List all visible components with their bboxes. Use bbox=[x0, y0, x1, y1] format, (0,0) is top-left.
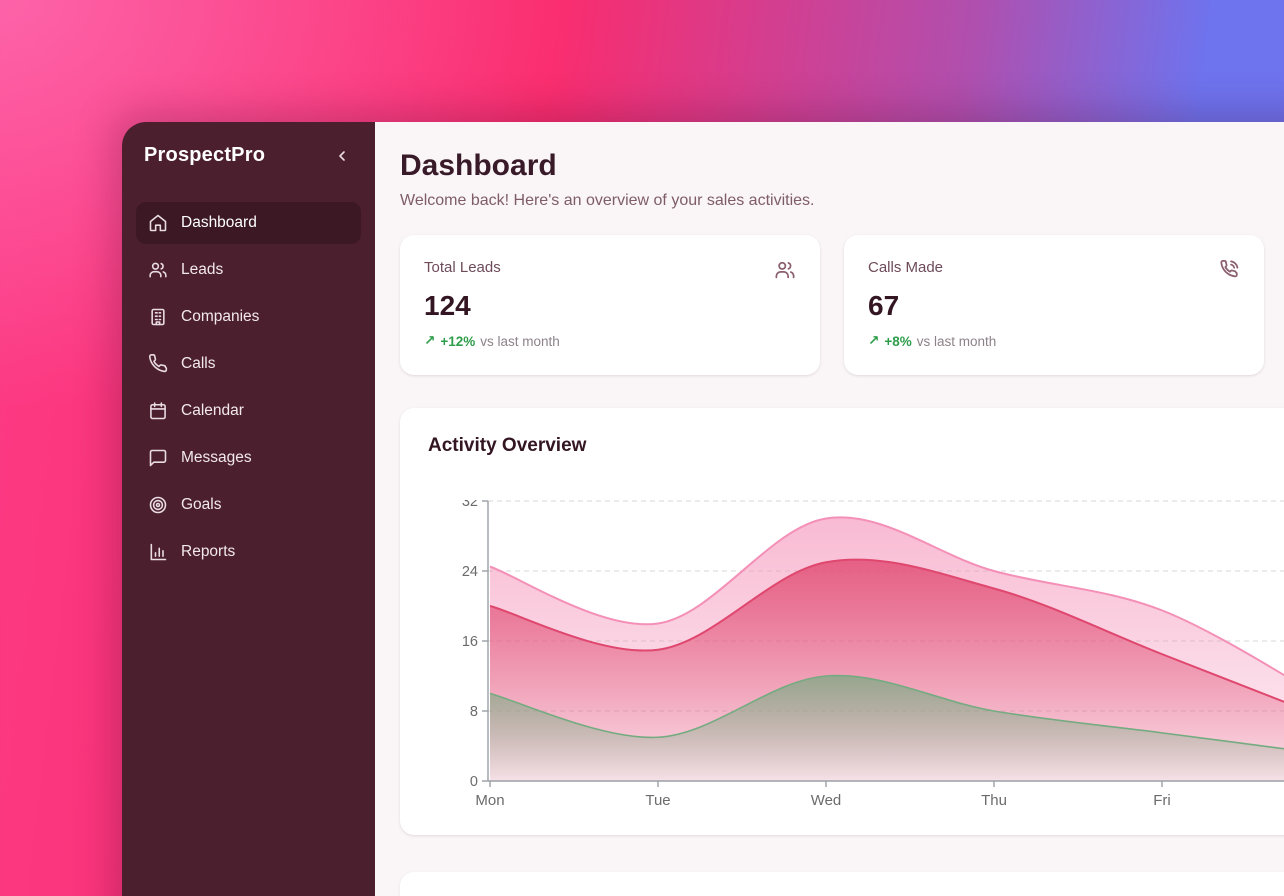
sidebar-item-dashboard[interactable]: Dashboard bbox=[136, 202, 361, 244]
chevron-left-icon bbox=[334, 148, 350, 164]
phone-icon bbox=[148, 354, 168, 374]
trend-up-arrow-icon: ↗ bbox=[424, 333, 436, 348]
sidebar-item-goals[interactable]: Goals bbox=[136, 484, 361, 526]
stat-label: Total Leads bbox=[424, 259, 501, 276]
sidebar-item-label: Calls bbox=[181, 355, 216, 372]
y-axis-label: 8 bbox=[470, 704, 478, 720]
sidebar-item-label: Goals bbox=[181, 496, 222, 513]
sidebar-header: ProspectPro bbox=[136, 144, 361, 167]
sidebar-item-calls[interactable]: Calls bbox=[136, 343, 361, 385]
trend-up-arrow-icon: ↗ bbox=[868, 333, 880, 348]
y-axis-label: 16 bbox=[462, 634, 478, 650]
trend-suffix: vs last month bbox=[916, 333, 997, 349]
sidebar-collapse-button[interactable] bbox=[331, 145, 353, 167]
users-icon bbox=[774, 259, 796, 281]
app-window: ProspectPro Dashboard Leads bbox=[122, 122, 1284, 896]
chart-axes bbox=[482, 500, 1284, 787]
activity-overview-card: Activity Overview 0 8 16 24 32 Mon Tue Wed Thu Fr… bbox=[400, 408, 1284, 835]
sidebar-item-reports[interactable]: Reports bbox=[136, 531, 361, 573]
sidebar-item-label: Reports bbox=[181, 543, 236, 560]
trend-suffix: vs last month bbox=[480, 333, 560, 349]
chart-tick-labels: 08162432MonTueWedThuFriSat bbox=[462, 494, 1171, 809]
sidebar-item-leads[interactable]: Leads bbox=[136, 249, 361, 291]
sidebar-item-label: Calendar bbox=[181, 402, 244, 419]
bottom-card-partial bbox=[400, 872, 1284, 896]
x-axis-label: Thu bbox=[981, 792, 1007, 809]
chart-title: Activity Overview bbox=[428, 435, 587, 456]
area-chart-svg: 08162432MonTueWedThuFriSat bbox=[462, 494, 1284, 809]
app-logo-text: ProspectPro bbox=[144, 144, 266, 166]
x-axis-label: Mon bbox=[475, 792, 504, 809]
stat-card-total-leads: Total Leads 124 ↗ +12% vs last month bbox=[400, 235, 820, 375]
home-icon bbox=[148, 213, 168, 233]
phone-call-icon bbox=[1218, 259, 1240, 281]
chart-area-green-band bbox=[489, 674, 1284, 781]
building-icon bbox=[148, 307, 168, 327]
stat-trend: ↗ +12% vs last month bbox=[424, 333, 796, 349]
target-icon bbox=[148, 495, 168, 515]
trend-value: +8% bbox=[884, 333, 912, 349]
sidebar-item-calendar[interactable]: Calendar bbox=[136, 390, 361, 432]
x-axis-label: Tue bbox=[645, 792, 670, 809]
sidebar-item-companies[interactable]: Companies bbox=[136, 296, 361, 338]
y-axis-label: 24 bbox=[462, 564, 478, 580]
stat-value: 124 bbox=[424, 290, 471, 321]
page-title: Dashboard bbox=[400, 149, 557, 182]
sidebar: ProspectPro Dashboard Leads bbox=[122, 122, 375, 896]
users-icon bbox=[148, 260, 168, 280]
calendar-icon bbox=[148, 401, 168, 421]
message-icon bbox=[148, 448, 168, 468]
trend-value: +12% bbox=[440, 333, 476, 349]
sidebar-item-messages[interactable]: Messages bbox=[136, 437, 361, 479]
x-axis-label: Wed bbox=[811, 792, 842, 809]
sidebar-item-label: Messages bbox=[181, 449, 252, 466]
bar-chart-icon bbox=[148, 542, 168, 562]
sidebar-item-label: Leads bbox=[181, 261, 224, 278]
x-axis-label: Fri bbox=[1153, 792, 1171, 809]
sidebar-nav: Dashboard Leads Companies Calls bbox=[136, 202, 361, 573]
stat-cards-row: Total Leads 124 ↗ +12% vs last month Cal… bbox=[400, 235, 1284, 375]
y-axis-label: 32 bbox=[462, 500, 478, 510]
sidebar-item-label: Dashboard bbox=[181, 214, 257, 231]
stat-card-calls-made: Calls Made 67 ↗ +8% vs last month bbox=[844, 235, 1264, 375]
sidebar-item-label: Companies bbox=[181, 308, 260, 325]
stat-label: Calls Made bbox=[868, 259, 944, 276]
activity-chart: 08162432MonTueWedThuFriSat bbox=[452, 494, 1284, 817]
stat-trend: ↗ +8% vs last month bbox=[868, 333, 1240, 349]
main-content: Dashboard Welcome back! Here's an overvi… bbox=[375, 122, 1284, 896]
page-subtitle: Welcome back! Here's an overview of your… bbox=[400, 192, 815, 209]
stat-value: 67 bbox=[868, 290, 900, 321]
y-axis-label: 0 bbox=[470, 774, 478, 790]
